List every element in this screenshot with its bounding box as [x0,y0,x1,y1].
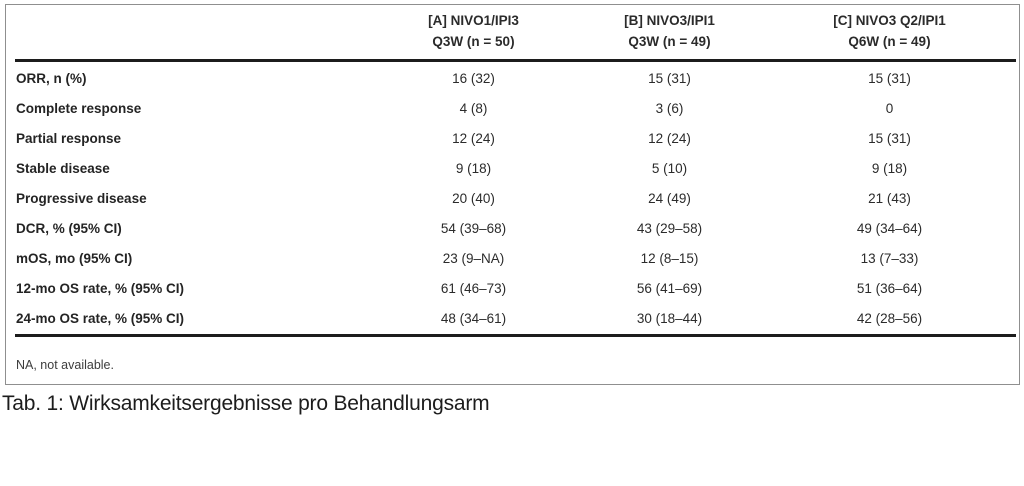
cell-value: 51 (36–64) [856,281,923,296]
table-row: ORR, n (%) 16 (32) 15 (31) 15 (31) [15,61,1016,95]
header-arm-b: [B] NIVO3/IPI1 Q3W (n = 49) [576,5,763,61]
cell-value: 23 (9–NA) [442,251,505,266]
cell-value: 9 (18) [455,161,492,176]
row-label: Complete response [16,101,142,116]
row-label: ORR, n (%) [16,71,87,86]
table-row: Partial response 12 (24) 12 (24) 15 (31) [15,124,1016,154]
row-label: Progressive disease [16,191,147,206]
arm-c-name: [C] NIVO3 Q2/IPI1 [833,13,946,28]
arm-b-name: [B] NIVO3/IPI1 [624,13,715,28]
table-footnote: NA, not available. [16,358,114,372]
header-arm-a: [A] NIVO1/IPI3 Q3W (n = 50) [371,5,576,61]
table-row: Stable disease 9 (18) 5 (10) 9 (18) [15,154,1016,184]
cell-value: 16 (32) [452,71,495,86]
header-empty-cell [15,5,371,61]
cell-value: 49 (34–64) [856,221,923,236]
cell-value: 42 (28–56) [856,311,923,326]
arm-a-name: [A] NIVO1/IPI3 [428,13,519,28]
table-row: Progressive disease 20 (40) 24 (49) 21 (… [15,184,1016,214]
row-label: Partial response [16,131,122,146]
table-row: mOS, mo (95% CI) 23 (9–NA) 12 (8–15) 13 … [15,244,1016,274]
cell-value: 30 (18–44) [636,311,703,326]
row-label: 12-mo OS rate, % (95% CI) [16,281,185,296]
cell-value: 24 (49) [648,191,691,206]
cell-value: 20 (40) [452,191,495,206]
table-header-row: [A] NIVO1/IPI3 Q3W (n = 50) [B] NIVO3/IP… [15,5,1016,61]
results-table: [A] NIVO1/IPI3 Q3W (n = 50) [B] NIVO3/IP… [15,5,1016,337]
cell-value: 4 (8) [459,101,488,116]
cell-value: 12 (8–15) [640,251,699,266]
arm-c-schedule: Q6W (n = 49) [848,34,931,49]
row-label: mOS, mo (95% CI) [16,251,133,266]
table-row: 12-mo OS rate, % (95% CI) 61 (46–73) 56 … [15,274,1016,304]
table-caption: Tab. 1: Wirksamkeitsergebnisse pro Behan… [2,392,490,415]
cell-value: 15 (31) [868,131,911,146]
cell-value: 15 (31) [648,71,691,86]
cell-value: 43 (29–58) [636,221,703,236]
table-row: Complete response 4 (8) 3 (6) 0 [15,94,1016,124]
cell-value: 54 (39–68) [440,221,507,236]
results-table-panel: [A] NIVO1/IPI3 Q3W (n = 50) [B] NIVO3/IP… [5,4,1020,385]
cell-value: 9 (18) [871,161,908,176]
arm-b-schedule: Q3W (n = 49) [628,34,711,49]
table-row: 24-mo OS rate, % (95% CI) 48 (34–61) 30 … [15,304,1016,336]
cell-value: 12 (24) [452,131,495,146]
arm-a-schedule: Q3W (n = 50) [432,34,515,49]
cell-value: 21 (43) [868,191,911,206]
cell-value: 0 [885,101,894,116]
table-row: DCR, % (95% CI) 54 (39–68) 43 (29–58) 49… [15,214,1016,244]
row-label: Stable disease [16,161,110,176]
cell-value: 56 (41–69) [636,281,703,296]
cell-value: 48 (34–61) [440,311,507,326]
cell-value: 13 (7–33) [860,251,919,266]
row-label: 24-mo OS rate, % (95% CI) [16,311,185,326]
cell-value: 61 (46–73) [440,281,507,296]
header-arm-c: [C] NIVO3 Q2/IPI1 Q6W (n = 49) [763,5,1016,61]
cell-value: 12 (24) [648,131,691,146]
cell-value: 5 (10) [651,161,688,176]
row-label: DCR, % (95% CI) [16,221,122,236]
cell-value: 15 (31) [868,71,911,86]
cell-value: 3 (6) [655,101,684,116]
